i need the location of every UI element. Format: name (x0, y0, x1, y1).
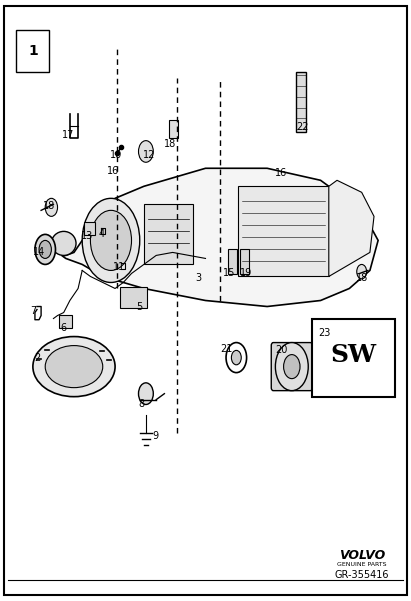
FancyBboxPatch shape (169, 120, 178, 138)
FancyBboxPatch shape (120, 287, 147, 308)
Text: 14: 14 (33, 248, 45, 257)
Text: 17: 17 (62, 130, 74, 139)
Circle shape (231, 350, 241, 365)
Text: VOLVO: VOLVO (339, 549, 385, 563)
Text: 3: 3 (195, 273, 201, 282)
FancyBboxPatch shape (228, 249, 237, 274)
Circle shape (39, 240, 51, 258)
Ellipse shape (51, 231, 76, 255)
FancyBboxPatch shape (240, 249, 249, 274)
Circle shape (284, 355, 300, 379)
Text: 8: 8 (139, 399, 144, 409)
Circle shape (275, 343, 308, 391)
Circle shape (357, 264, 367, 279)
Ellipse shape (45, 346, 103, 388)
Text: 23: 23 (319, 328, 331, 338)
FancyBboxPatch shape (144, 204, 193, 264)
Text: 10: 10 (110, 150, 122, 160)
Text: 18: 18 (356, 273, 368, 282)
Text: 21: 21 (221, 344, 233, 353)
FancyBboxPatch shape (312, 319, 395, 397)
Text: GR-355416: GR-355416 (335, 570, 389, 579)
Text: 13: 13 (81, 231, 93, 241)
Text: 16: 16 (107, 166, 119, 175)
Text: 6: 6 (61, 323, 67, 332)
Circle shape (45, 198, 58, 216)
FancyBboxPatch shape (16, 30, 49, 72)
Text: 11: 11 (113, 263, 125, 272)
Circle shape (90, 210, 132, 270)
Text: 12: 12 (143, 150, 155, 160)
FancyBboxPatch shape (296, 72, 306, 132)
Text: 18: 18 (43, 201, 55, 211)
Circle shape (226, 343, 247, 373)
Text: 18: 18 (164, 139, 177, 149)
Text: 7: 7 (30, 307, 37, 316)
Text: 15: 15 (223, 268, 236, 278)
Text: 19: 19 (240, 268, 252, 278)
Text: 20: 20 (275, 345, 288, 355)
Text: 9: 9 (152, 431, 158, 441)
FancyBboxPatch shape (84, 222, 95, 235)
FancyBboxPatch shape (59, 315, 72, 328)
Circle shape (139, 141, 153, 162)
Text: 5: 5 (136, 302, 143, 311)
Circle shape (139, 383, 153, 404)
Text: 16: 16 (275, 168, 288, 178)
Polygon shape (62, 168, 378, 307)
Circle shape (35, 234, 55, 264)
Circle shape (82, 198, 140, 282)
FancyBboxPatch shape (238, 186, 329, 276)
FancyBboxPatch shape (271, 343, 312, 391)
Text: GENUINE PARTS: GENUINE PARTS (337, 563, 386, 567)
Text: 22: 22 (296, 123, 308, 132)
Text: 2: 2 (34, 353, 40, 362)
Text: 1: 1 (28, 44, 38, 58)
Text: 4: 4 (99, 230, 104, 239)
Text: SW: SW (330, 343, 376, 367)
Ellipse shape (33, 337, 115, 397)
Polygon shape (329, 180, 374, 276)
